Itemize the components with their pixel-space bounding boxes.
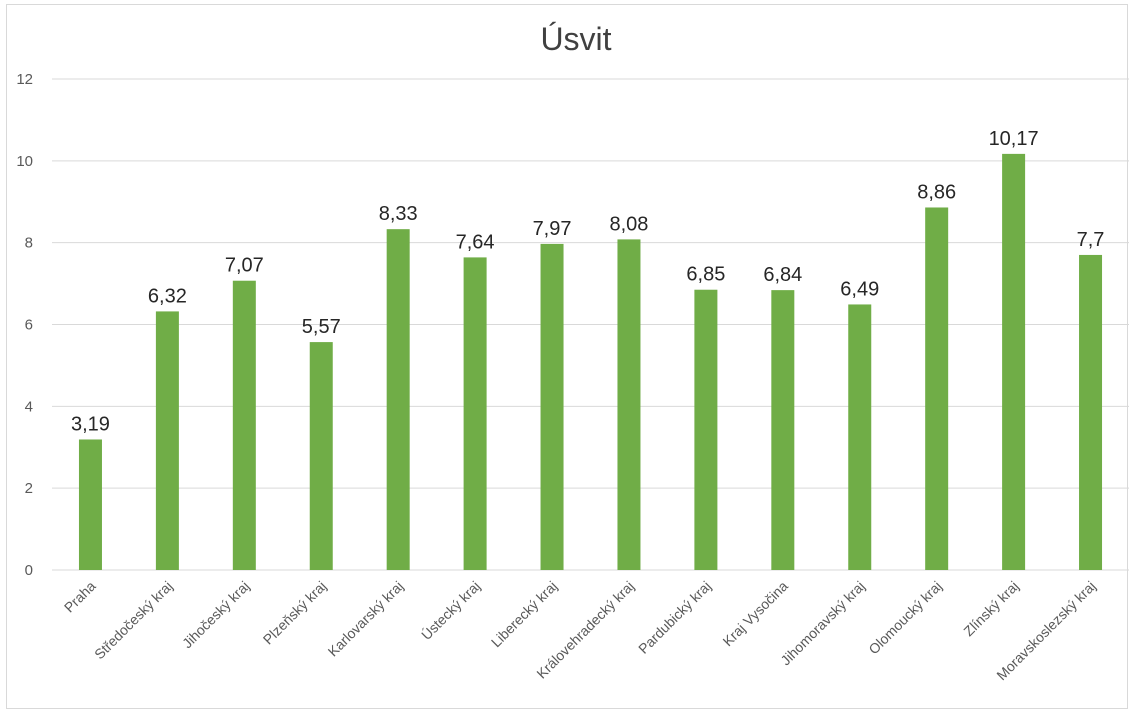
y-tick-label: 4 (25, 398, 33, 415)
chart-title: Úsvit (540, 21, 611, 57)
bar (617, 239, 641, 571)
y-tick-label: 6 (25, 317, 33, 334)
bar (925, 207, 949, 570)
data-label: 8,08 (609, 213, 648, 235)
data-label: 8,33 (379, 203, 418, 225)
y-axis-ticks: 0 2 4 6 8 10 12 (16, 71, 33, 579)
bar (155, 311, 179, 570)
bar (232, 280, 256, 570)
data-labels: 3,19 6,32 7,07 5,57 8,33 7,64 7,97 8,08 6,85 6,84… (71, 128, 1104, 436)
y-tick-label: 0 (25, 562, 33, 579)
bars (78, 153, 1103, 571)
data-label: 7,64 (456, 231, 495, 253)
data-label: 7,07 (225, 255, 264, 277)
gridlines (52, 78, 1129, 571)
data-label: 3,19 (71, 413, 110, 435)
y-tick-label: 12 (16, 71, 33, 88)
data-label: 7,7 (1077, 229, 1105, 251)
bar (463, 257, 487, 570)
bar (78, 439, 102, 570)
bar (1079, 254, 1103, 571)
y-tick-label: 2 (25, 480, 33, 497)
data-label: 5,57 (302, 316, 341, 338)
data-label: 6,84 (763, 264, 802, 286)
y-tick-label: 8 (25, 235, 33, 252)
data-label: 8,86 (917, 181, 956, 203)
data-label: 6,32 (148, 285, 187, 307)
bar (386, 229, 410, 570)
data-label: 6,85 (686, 264, 725, 286)
bar (771, 290, 795, 570)
bar (309, 342, 333, 570)
bar (540, 243, 564, 570)
data-label: 10,17 (989, 128, 1039, 150)
bar (848, 304, 872, 570)
data-label: 7,97 (533, 218, 572, 240)
y-tick-label: 10 (16, 153, 33, 170)
bar (694, 289, 718, 570)
data-label: 6,49 (840, 278, 879, 300)
bar (1002, 153, 1026, 570)
